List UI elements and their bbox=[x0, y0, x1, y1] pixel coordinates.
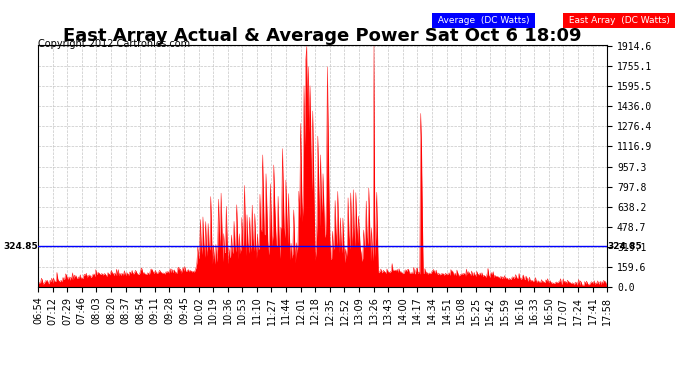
Text: Average  (DC Watts): Average (DC Watts) bbox=[435, 16, 532, 25]
Text: East Array  (DC Watts): East Array (DC Watts) bbox=[566, 16, 673, 25]
Text: 324.85: 324.85 bbox=[3, 242, 38, 250]
Title: East Array Actual & Average Power Sat Oct 6 18:09: East Array Actual & Average Power Sat Oc… bbox=[63, 27, 582, 45]
Text: Copyright 2012 Cartronics.com: Copyright 2012 Cartronics.com bbox=[38, 39, 190, 50]
Text: 324.85: 324.85 bbox=[607, 242, 642, 250]
